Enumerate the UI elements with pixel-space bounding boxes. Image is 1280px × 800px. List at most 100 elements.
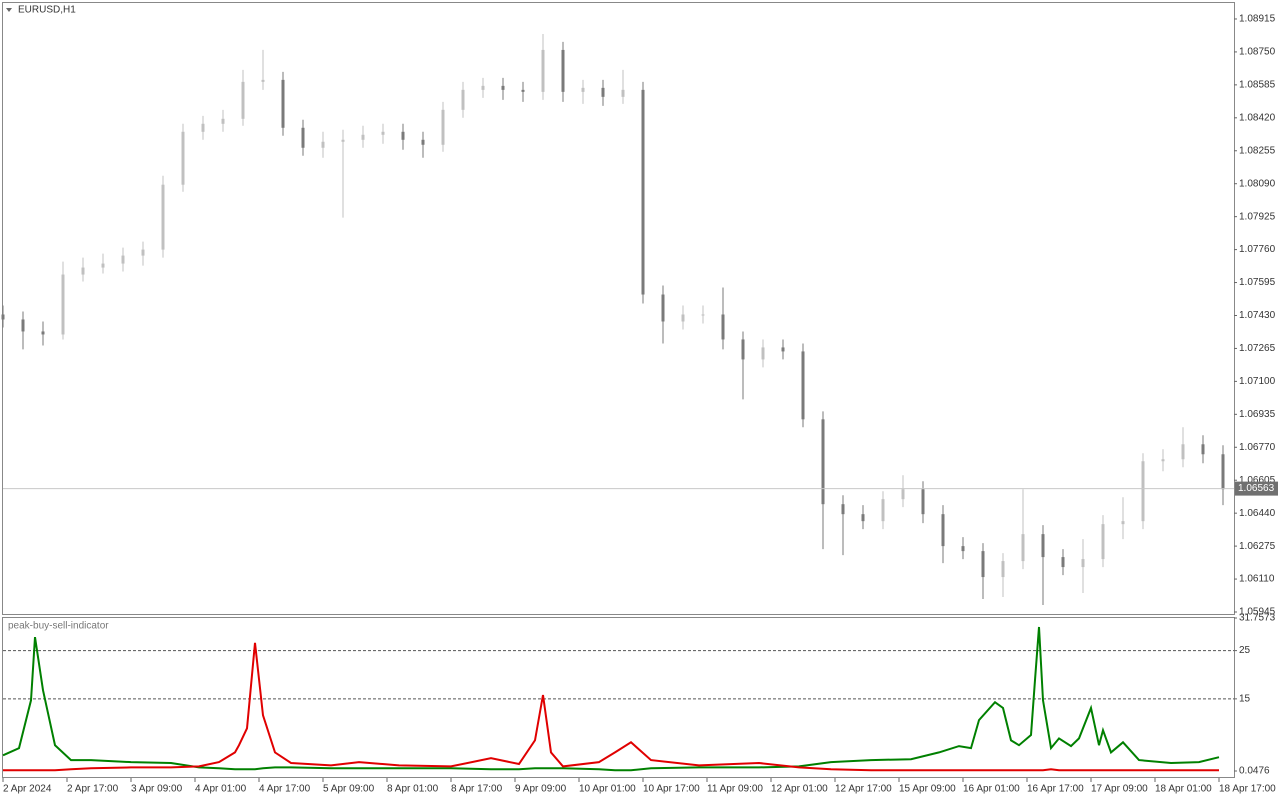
candle-body: [201, 123, 205, 132]
x-tick-label: 2 Apr 17:00: [67, 784, 119, 795]
candle-body: [661, 294, 665, 322]
candle-body: [1121, 521, 1125, 525]
x-tick-label: 10 Apr 17:00: [643, 784, 700, 795]
y-tick-label: 1.05945: [1239, 607, 1276, 618]
menu-triangle[interactable]: [6, 8, 12, 12]
y-tick-label: 1.06935: [1239, 409, 1276, 420]
main-panel-frame: [2, 2, 1235, 615]
y-tick-label: 1.08915: [1239, 14, 1276, 25]
x-tick-label: 8 Apr 01:00: [387, 784, 439, 795]
x-tick-label: 16 Apr 17:00: [1027, 784, 1084, 795]
y-tick-label: 1.08090: [1239, 178, 1276, 189]
y-tick-label: 1.06605: [1239, 475, 1276, 486]
candle-body: [921, 489, 925, 515]
candle-body: [41, 331, 45, 335]
candle-body: [181, 131, 185, 185]
y-tick-label: 1.07925: [1239, 211, 1276, 222]
x-tick-label: 18 Apr 17:00: [1219, 784, 1276, 795]
candle-body: [281, 79, 285, 128]
y-tick-label: 1.07760: [1239, 244, 1276, 255]
y-tick-label: 1.06440: [1239, 508, 1276, 519]
candle-body: [1201, 444, 1205, 455]
x-tick-label: 12 Apr 01:00: [771, 784, 828, 795]
candle-body: [361, 134, 365, 140]
x-tick-label: 9 Apr 09:00: [515, 784, 567, 795]
candle-body: [521, 89, 525, 92]
candle-body: [61, 274, 65, 335]
candle-body: [741, 339, 745, 360]
candle-body: [81, 267, 85, 275]
candle-body: [981, 551, 985, 578]
candle-body: [461, 89, 465, 110]
candle-body: [1181, 444, 1185, 460]
y-tick-label: 31.7573: [1239, 613, 1276, 624]
candle-body: [601, 87, 605, 97]
candle-body: [441, 109, 445, 145]
x-tick-label: 4 Apr 17:00: [259, 784, 311, 795]
candle-body: [321, 141, 325, 148]
x-tick-label: 4 Apr 01:00: [195, 784, 247, 795]
candle-body: [1021, 534, 1025, 562]
candle-body: [681, 314, 685, 322]
last-price-tag: [1235, 481, 1278, 496]
indicator-panel-frame: [2, 617, 1235, 778]
y-tick-label: 25: [1239, 645, 1251, 656]
candle-body: [141, 249, 145, 256]
candle-body: [1141, 461, 1145, 522]
chart-title: EURUSD,H1: [18, 5, 76, 16]
candle-body: [1161, 459, 1165, 462]
candle-body: [901, 489, 905, 500]
candle-body: [801, 351, 805, 420]
x-tick-label: 12 Apr 17:00: [835, 784, 892, 795]
y-tick-label: 1.07595: [1239, 277, 1276, 288]
candle-body: [21, 319, 25, 332]
candle-body: [1, 314, 5, 320]
x-tick-label: 18 Apr 01:00: [1155, 784, 1212, 795]
candle-body: [241, 81, 245, 119]
candle-body: [561, 49, 565, 92]
x-tick-label: 17 Apr 09:00: [1091, 784, 1148, 795]
candle-body: [581, 87, 585, 92]
last-price-label: 1.06563: [1238, 483, 1275, 494]
y-tick-label: 1.06770: [1239, 442, 1276, 453]
x-tick-label: 15 Apr 09:00: [899, 784, 956, 795]
candle-body: [1221, 454, 1225, 490]
x-tick-label: 5 Apr 09:00: [323, 784, 375, 795]
y-tick-label: 1.08420: [1239, 112, 1276, 123]
candle-body: [221, 118, 225, 124]
candle-body: [401, 131, 405, 140]
y-tick-label: 1.07100: [1239, 376, 1276, 387]
candle-body: [1101, 524, 1105, 560]
y-tick-label: 0.0476: [1239, 766, 1270, 777]
candle-body: [621, 89, 625, 97]
y-tick-label: 1.08585: [1239, 80, 1276, 91]
y-tick-label: 1.07265: [1239, 343, 1276, 354]
y-tick-label: 1.06275: [1239, 541, 1276, 552]
candle-body: [161, 184, 165, 250]
candle-body: [721, 314, 725, 340]
candle-body: [341, 139, 345, 142]
x-tick-label: 10 Apr 01:00: [579, 784, 636, 795]
y-tick-label: 1.07430: [1239, 310, 1276, 321]
candle-body: [501, 85, 505, 90]
candle-body: [541, 49, 545, 92]
candle-body: [1001, 561, 1005, 578]
candle-body: [821, 419, 825, 505]
candle-body: [961, 546, 965, 552]
candle-body: [701, 314, 705, 316]
x-tick-label: 8 Apr 17:00: [451, 784, 503, 795]
candle-body: [941, 514, 945, 547]
x-tick-label: 16 Apr 01:00: [963, 784, 1020, 795]
candle-body: [121, 255, 125, 264]
candle-body: [761, 347, 765, 360]
candle-body: [641, 89, 645, 295]
candle-body: [841, 504, 845, 515]
candle-body: [861, 514, 865, 522]
candle-body: [481, 85, 485, 90]
candle-body: [301, 127, 305, 148]
candle-body: [1061, 557, 1065, 568]
x-tick-label: 2 Apr 2024: [3, 784, 52, 795]
x-tick-label: 11 Apr 09:00: [707, 784, 763, 795]
